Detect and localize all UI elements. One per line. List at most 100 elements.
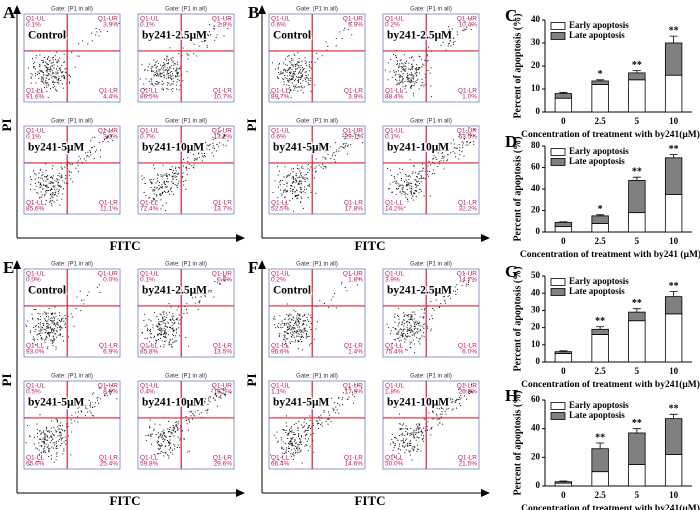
event-dot (172, 81, 174, 82)
gate-label: Gate: (P1 in all) (296, 374, 338, 380)
event-dot (214, 399, 216, 401)
bar-segment (664, 42, 683, 76)
event-dot (299, 70, 300, 72)
event-dot (160, 445, 162, 446)
bar-segment (591, 334, 609, 363)
event-dot (48, 334, 50, 336)
event-dot (290, 325, 292, 327)
event-dot (416, 436, 418, 438)
bar-segment (554, 351, 573, 354)
event-dot (407, 183, 409, 185)
event-dot (44, 318, 46, 320)
y-tick-label: 80 (531, 140, 541, 150)
event-dot (166, 326, 168, 328)
event-dot (175, 75, 177, 77)
event-dot (84, 415, 86, 417)
event-dot (424, 59, 426, 61)
event-dot (156, 194, 158, 196)
gate-label: Gate: (P1 in all) (410, 119, 452, 125)
event-dot (353, 396, 355, 398)
event-dot (168, 311, 170, 313)
event-dot (444, 399, 446, 401)
quadrant-name: Q1-UL (385, 271, 405, 278)
event-dot (302, 426, 304, 428)
event-dot (293, 73, 295, 75)
event-dot (300, 450, 302, 452)
event-dot (411, 72, 412, 74)
event-dot (302, 208, 304, 209)
event-dot (198, 45, 200, 47)
event-dot (435, 36, 437, 38)
event-dot (162, 438, 164, 439)
x-axis-label: Concentration of treatment with by241(μM… (521, 379, 700, 390)
event-dot (297, 52, 299, 54)
event-dot (285, 190, 287, 192)
event-dot (309, 66, 311, 68)
event-dot (430, 330, 432, 332)
event-dot (447, 289, 449, 291)
event-dot (292, 73, 294, 75)
event-dot (199, 300, 201, 302)
event-dot (50, 193, 52, 195)
event-dot (455, 147, 457, 149)
event-dot (108, 391, 110, 393)
event-dot (93, 392, 95, 394)
event-dot (407, 315, 409, 317)
event-dot (326, 49, 328, 51)
event-dot (58, 172, 60, 174)
event-dot (149, 333, 151, 335)
event-dot (427, 429, 428, 431)
event-dot (158, 184, 160, 186)
event-dot (416, 448, 418, 450)
event-dot (299, 451, 301, 453)
event-dot (335, 151, 337, 153)
event-dot (186, 174, 188, 176)
event-dot (48, 85, 50, 87)
y-tick-label: 20 (531, 322, 541, 332)
event-dot (421, 335, 423, 337)
plot-title: Control (273, 30, 311, 42)
event-dot (397, 60, 398, 62)
event-dot (293, 186, 295, 188)
event-dot (451, 409, 453, 411)
event-dot (415, 184, 417, 186)
event-dot (47, 178, 49, 180)
event-dot (343, 147, 345, 149)
event-dot (297, 313, 299, 315)
event-dot (332, 296, 334, 298)
event-dot (299, 326, 301, 328)
event-dot (145, 78, 147, 80)
event-dot (48, 326, 50, 328)
event-dot (454, 286, 456, 288)
event-dot (177, 317, 179, 319)
event-dot (204, 401, 206, 403)
event-dot (400, 328, 401, 330)
event-dot (141, 178, 143, 180)
event-dot (391, 347, 393, 349)
event-dot (393, 54, 395, 55)
event-dot (224, 395, 226, 397)
event-dot (309, 415, 311, 417)
event-dot (410, 432, 412, 434)
event-dot (282, 342, 284, 344)
quadrant-name: Q1-UR (343, 383, 364, 390)
event-dot (161, 327, 163, 329)
event-dot (292, 66, 294, 68)
event-dot (410, 445, 412, 446)
event-dot (296, 324, 298, 326)
event-dot (405, 192, 407, 194)
event-dot (294, 434, 296, 435)
event-dot (439, 418, 441, 420)
event-dot (292, 316, 294, 318)
event-dot (35, 185, 37, 187)
event-dot (210, 291, 212, 293)
event-dot (224, 276, 226, 278)
event-dot (284, 166, 286, 168)
event-dot (404, 445, 406, 447)
event-dot (286, 182, 288, 184)
event-dot (408, 314, 410, 315)
legend-label: Early apoptosis (569, 400, 629, 410)
event-dot (52, 312, 54, 314)
event-dot (57, 419, 59, 421)
event-dot (165, 191, 167, 193)
